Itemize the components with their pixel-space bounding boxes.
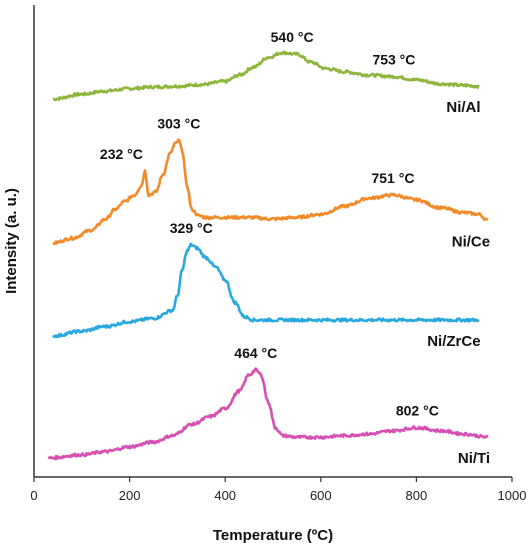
series-line-ni-ti [47, 367, 489, 461]
x-ticks: 0 200 400 600 800 1000 [30, 477, 526, 503]
series-label-ni-zrce: Ni/ZrCe [427, 333, 480, 350]
series-line-ni-zrce [52, 242, 480, 339]
series-label-ni-ti: Ni/Ti [458, 450, 490, 467]
x-tick-label: 800 [406, 488, 428, 503]
x-tick-label: 600 [310, 488, 332, 503]
peak-label: 540 °C [271, 29, 314, 45]
x-tick-label: 0 [30, 488, 37, 503]
peak-label: 232 °C [100, 146, 143, 162]
x-tick-label: 1000 [498, 488, 527, 503]
peak-label: 303 °C [157, 116, 200, 132]
x-tick-label: 400 [214, 488, 236, 503]
series-line-ni-ce [52, 138, 489, 245]
peak-label: 751 °C [371, 170, 414, 186]
x-tick-label: 200 [119, 488, 141, 503]
peak-label: 464 °C [234, 345, 277, 361]
peak-label: 329 °C [170, 220, 213, 236]
series-label-ni-ce: Ni/Ce [452, 234, 490, 251]
axes [33, 5, 512, 478]
series-label-ni-al: Ni/Al [446, 99, 480, 116]
series-lines [47, 50, 489, 461]
peak-annotations: 540 °C 753 °C 303 °C 232 °C 751 °C 329 °C 464 … [100, 29, 439, 419]
x-axis-title: Temperature (ºC) [213, 527, 333, 544]
peak-label: 753 °C [372, 52, 415, 68]
series-labels: Ni/Al Ni/Ce Ni/ZrCe Ni/Ti [427, 99, 490, 467]
y-axis-title: Intensity (a. u.) [3, 188, 20, 294]
series-line-ni-al [52, 50, 480, 102]
peak-label: 802 °C [396, 403, 439, 419]
